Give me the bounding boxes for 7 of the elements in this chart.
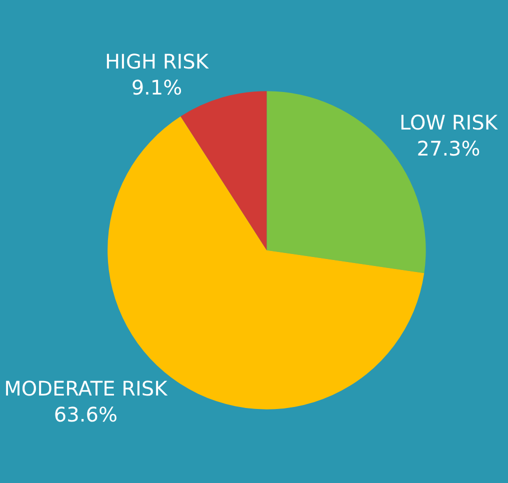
data-label: 27.3% (416, 136, 480, 160)
pie-slice (180, 91, 267, 250)
data-label: 63.6% (54, 402, 118, 427)
slice-label: MODERATE RISK (4, 376, 168, 401)
slice-label: HIGH RISK (105, 50, 210, 74)
data-label: 9.1% (131, 76, 182, 100)
slice-label: LOW RISK (400, 110, 498, 134)
